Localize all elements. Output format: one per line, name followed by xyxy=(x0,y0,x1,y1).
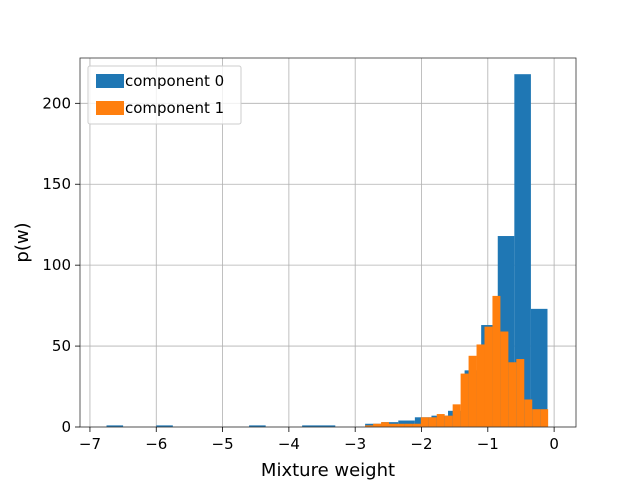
bar-component-1 xyxy=(420,417,429,427)
y-tick-label: 150 xyxy=(42,175,71,193)
bar-component-1 xyxy=(532,409,541,427)
x-tick-label: −1 xyxy=(477,435,499,453)
bar-component-1 xyxy=(381,422,390,427)
x-tick-label: −2 xyxy=(410,435,432,453)
bar-component-1 xyxy=(373,423,382,427)
bar-component-1 xyxy=(468,355,477,427)
x-tick-label: −6 xyxy=(145,435,167,453)
bar-component-0 xyxy=(156,425,173,427)
y-tick-label: 100 xyxy=(42,256,71,274)
y-tick-label: 0 xyxy=(61,418,71,436)
legend-label-component-1: component 1 xyxy=(125,99,224,117)
bar-component-1 xyxy=(524,399,533,427)
bar-component-1 xyxy=(476,344,485,427)
bar-component-1 xyxy=(516,359,525,427)
y-tick-label: 50 xyxy=(52,337,71,355)
x-tick-label: −4 xyxy=(278,435,300,453)
y-tick-label: 200 xyxy=(42,94,71,112)
bar-component-1 xyxy=(404,423,413,427)
bar-component-1 xyxy=(492,295,501,427)
bar-component-1 xyxy=(436,414,445,427)
y-axis-title: p(w) xyxy=(12,222,33,262)
x-tick-label: −3 xyxy=(344,435,366,453)
bar-component-1 xyxy=(460,373,469,427)
plot-frame xyxy=(79,57,577,428)
x-tick-label: 0 xyxy=(549,435,559,453)
bar-component-1 xyxy=(444,415,453,427)
legend: component 0 component 1 xyxy=(87,65,242,125)
bar-component-1 xyxy=(412,423,421,427)
bar-component-1 xyxy=(365,425,374,427)
bar-component-0 xyxy=(249,425,266,427)
bar-component-1 xyxy=(428,417,437,427)
bar-component-0 xyxy=(514,74,531,428)
bar-component-1 xyxy=(500,331,509,427)
bars xyxy=(106,74,549,428)
bar-component-1 xyxy=(452,404,461,427)
bar-component-0 xyxy=(530,308,548,427)
bar-component-0 xyxy=(302,425,336,427)
legend-swatch-component-1 xyxy=(96,101,124,115)
bar-component-1 xyxy=(484,326,493,427)
bar-component-0 xyxy=(106,425,124,427)
x-tick-label: −7 xyxy=(79,435,101,453)
axis-ticks: −7 −6 −5 −4 −3 −2 −1 0 0 50 100 150 200 xyxy=(42,94,559,453)
x-axis-title: Mixture weight xyxy=(261,460,395,480)
legend-label-component-0: component 0 xyxy=(125,72,224,90)
bar-component-1 xyxy=(389,423,397,427)
bar-component-1 xyxy=(508,362,517,427)
legend-box xyxy=(87,65,242,125)
bar-component-1 xyxy=(396,423,405,427)
bar-component-1 xyxy=(540,409,549,427)
legend-swatch-component-0 xyxy=(96,74,124,88)
x-tick-label: −5 xyxy=(212,435,234,453)
